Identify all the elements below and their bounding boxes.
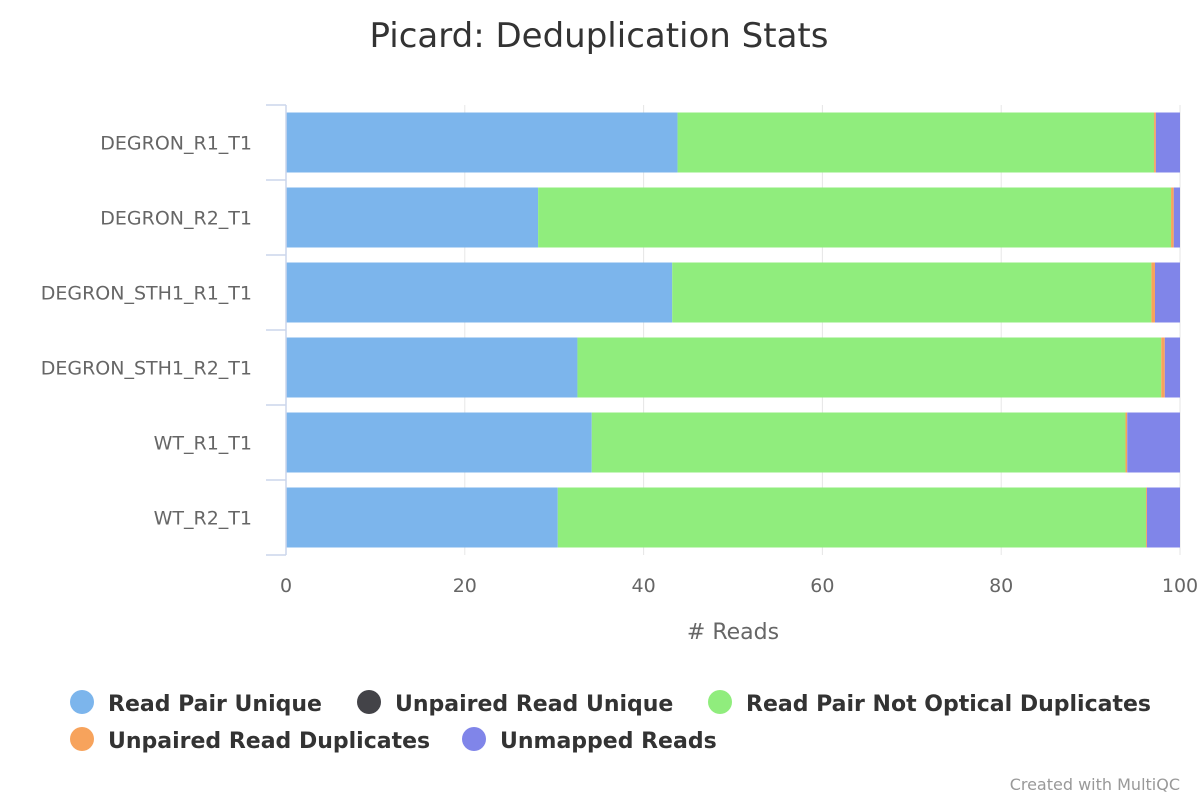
bar-unpaired-read-duplicates-wt-r2-t1[interactable]: [1146, 487, 1147, 548]
x-axis-label: # Reads: [687, 620, 779, 645]
legend-item-unpaired-read-unique[interactable]: Unpaired Read Unique: [357, 690, 673, 717]
bar-unpaired-read-duplicates-degron-r2-t1[interactable]: [1171, 187, 1174, 248]
y-tick-label: WT_R1_T1: [154, 433, 252, 455]
x-tick-label: 20: [453, 575, 477, 597]
bar-read-pair-unique-wt-r1-t1[interactable]: [286, 412, 592, 473]
bar-unmapped-reads-wt-r2-t1[interactable]: [1146, 487, 1180, 548]
legend-marker-unpaired-read-unique: [357, 690, 381, 714]
x-tick-label: 40: [632, 575, 656, 597]
bar-read-pair-unique-wt-r2-t1[interactable]: [286, 487, 558, 548]
legend-label-unmapped-reads: Unmapped Reads: [500, 729, 717, 754]
bar-unpaired-read-duplicates-degron-sth1-r2-t1[interactable]: [1161, 337, 1165, 398]
grid-lines: [464, 105, 1181, 555]
bar-read-pair-not-optical-duplicates-degron-r1-t1[interactable]: [677, 112, 1155, 173]
chart-title: Picard: Deduplication Stats: [370, 16, 829, 56]
y-tick-label: DEGRON_STH1_R1_T1: [41, 283, 252, 305]
x-tick-label: 100: [1162, 575, 1198, 597]
axes: 0 20 40 60 80 100 DEGRON_R1_T1 DEGRON_R2_T1 DEGR…: [41, 104, 1198, 597]
bar-unpaired-read-duplicates-degron-sth1-r1-t1[interactable]: [1151, 262, 1155, 323]
bar-unmapped-reads-degron-sth1-r2-t1[interactable]: [1164, 337, 1180, 398]
y-tick-label: DEGRON_R2_T1: [100, 208, 252, 230]
x-tick-label: 0: [280, 575, 292, 597]
bar-read-pair-unique-degron-r2-t1[interactable]: [286, 187, 539, 248]
legend-marker-unmapped-reads: [462, 727, 486, 751]
bar-unpaired-read-duplicates-degron-r1-t1[interactable]: [1154, 112, 1156, 173]
bar-read-pair-not-optical-duplicates-degron-sth1-r1-t1[interactable]: [672, 262, 1152, 323]
bar-read-pair-unique-degron-sth1-r1-t1[interactable]: [286, 262, 673, 323]
bar-unmapped-reads-wt-r1-t1[interactable]: [1127, 412, 1180, 473]
bar-read-pair-not-optical-duplicates-wt-r1-t1[interactable]: [591, 412, 1126, 473]
bar-unmapped-reads-degron-r1-t1[interactable]: [1155, 112, 1180, 173]
bar-unmapped-reads-degron-r2-t1[interactable]: [1173, 187, 1180, 248]
bar-unmapped-reads-degron-sth1-r1-t1[interactable]: [1154, 262, 1180, 323]
bar-unpaired-read-duplicates-wt-r1-t1[interactable]: [1125, 412, 1128, 473]
legend-item-unpaired-read-duplicates[interactable]: Unpaired Read Duplicates: [70, 727, 430, 754]
legend-label-read-pair-unique: Read Pair Unique: [108, 692, 322, 717]
legend-label-read-pair-not-optical-duplicates: Read Pair Not Optical Duplicates: [746, 692, 1151, 717]
legend: Read Pair Unique Unpaired Read Unique Read…: [70, 690, 1151, 754]
bar-read-pair-unique-degron-r1-t1[interactable]: [286, 112, 678, 173]
bars: [286, 112, 1180, 548]
legend-label-unpaired-read-unique: Unpaired Read Unique: [395, 692, 673, 717]
credit-text[interactable]: Created with MultiQC: [1010, 775, 1180, 794]
x-tick-label: 80: [989, 575, 1013, 597]
x-tick-label: 60: [810, 575, 834, 597]
bar-read-pair-not-optical-duplicates-degron-r2-t1[interactable]: [538, 187, 1172, 248]
y-tick-label: DEGRON_R1_T1: [100, 133, 252, 155]
y-tick-label: WT_R2_T1: [154, 508, 252, 530]
legend-marker-unpaired-read-duplicates: [70, 727, 94, 751]
legend-label-unpaired-read-duplicates: Unpaired Read Duplicates: [108, 729, 430, 754]
bar-read-pair-not-optical-duplicates-wt-r2-t1[interactable]: [557, 487, 1147, 548]
legend-marker-read-pair-unique: [70, 690, 94, 714]
bar-read-pair-unique-degron-sth1-r2-t1[interactable]: [286, 337, 578, 398]
legend-marker-read-pair-not-optical-duplicates: [708, 690, 732, 714]
legend-item-read-pair-not-optical-duplicates[interactable]: Read Pair Not Optical Duplicates: [708, 690, 1151, 717]
bar-read-pair-not-optical-duplicates-degron-sth1-r2-t1[interactable]: [577, 337, 1162, 398]
legend-item-unmapped-reads[interactable]: Unmapped Reads: [462, 727, 717, 754]
y-tick-label: DEGRON_STH1_R2_T1: [41, 358, 252, 380]
legend-item-read-pair-unique[interactable]: Read Pair Unique: [70, 690, 322, 717]
